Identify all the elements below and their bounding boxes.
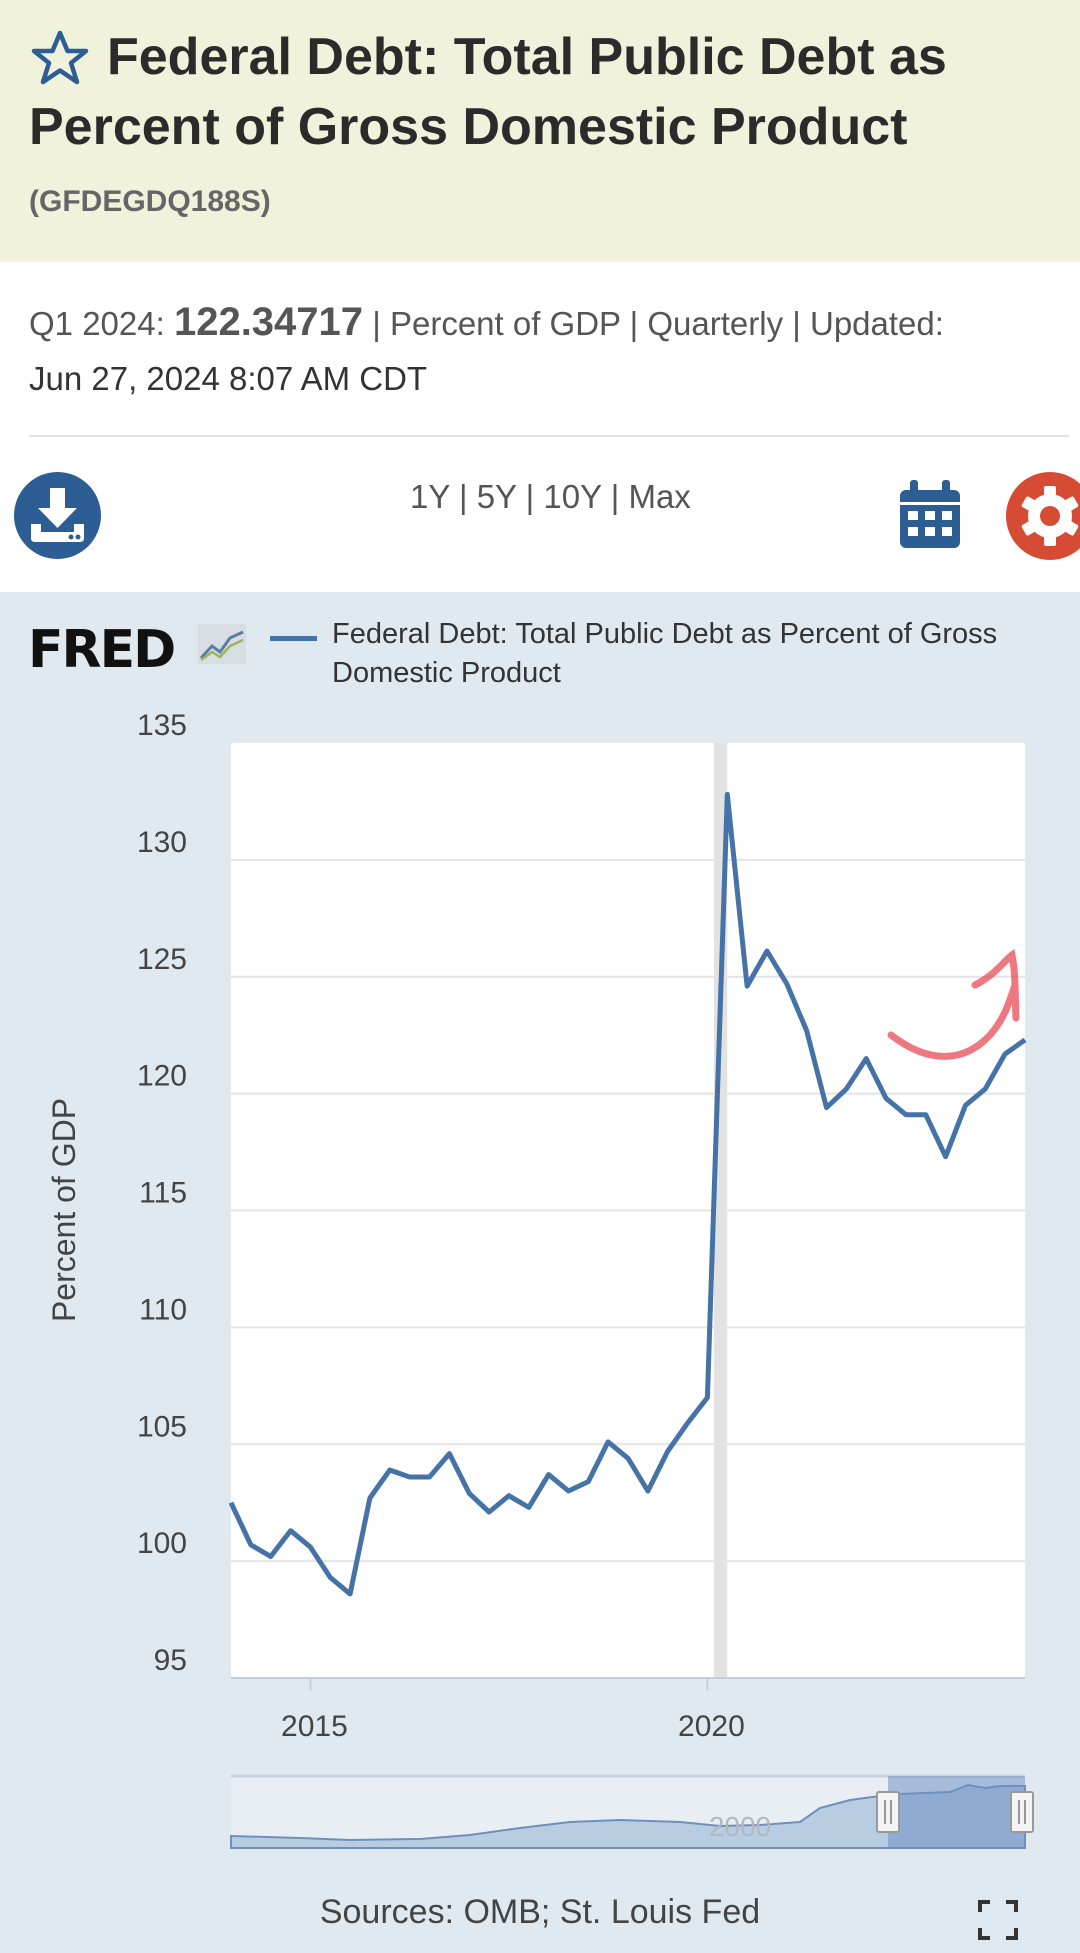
page-title: Federal Debt: Total Public Debt as Perce… [29, 28, 947, 156]
series-meta: Q1 2024: 122.34717 | Percent of GDP | Qu… [29, 295, 1059, 406]
range-10y[interactable]: 10Y [543, 478, 602, 515]
range-max[interactable]: Max [628, 478, 691, 515]
y-tick-label-110: 110 [139, 1293, 187, 1326]
gridlines [231, 858, 1025, 1679]
range-1y[interactable]: 1Y [410, 478, 450, 515]
observation-period: Q1 2024: [29, 305, 165, 342]
series-details: | Percent of GDP | Quarterly | Updated: [372, 305, 944, 342]
navigator-selection[interactable] [888, 1776, 1025, 1848]
fred-logo: FRED [28, 620, 176, 680]
y-tick-label-100: 100 [137, 1527, 187, 1560]
y-axis-label: Percent of GDP [46, 1098, 82, 1322]
legend-label: Federal Debt: Total Public Debt as Perce… [332, 618, 998, 689]
y-tick-label-130: 130 [137, 826, 187, 859]
x-tick-label-2020: 2020 [678, 1710, 745, 1743]
navigator-handle-left[interactable] [876, 1791, 900, 1833]
x-tick-label-2015: 2015 [281, 1710, 348, 1743]
settings-button[interactable] [1006, 472, 1080, 560]
calendar-icon[interactable] [898, 478, 962, 550]
star-outline-icon[interactable] [28, 30, 92, 86]
y-axis-ticks: 95 100 105 110 115 120 125 130 135 [137, 709, 187, 1677]
updated-timestamp: Jun 27, 2024 8:07 AM CDT [29, 360, 428, 397]
y-tick-label-115: 115 [139, 1177, 187, 1210]
x-axis-ticks: 2015 2020 [281, 1678, 745, 1743]
divider [29, 435, 1069, 437]
y-tick-label-105: 105 [137, 1410, 187, 1443]
y-tick-label-125: 125 [137, 943, 187, 976]
y-tick-label-120: 120 [137, 1060, 187, 1093]
navigator[interactable]: 2000 [230, 1774, 1034, 1849]
series-line [228, 791, 1027, 1597]
y-tick-label-95: 95 [154, 1644, 187, 1677]
header-banner [0, 0, 1080, 262]
observation-value: 122.34717 [173, 300, 364, 344]
legend-swatch [270, 636, 317, 641]
annotation-arrow [887, 949, 1020, 1060]
y-tick-label-135: 135 [137, 709, 187, 742]
sources-text: Sources: OMB; St. Louis Fed [319, 1893, 761, 1931]
navigator-handle-right[interactable] [1010, 1791, 1034, 1833]
range-selector: 1Y | 5Y | 10Y | Max [410, 478, 691, 515]
series-path [228, 791, 1027, 1597]
navigator-label: 2000 [709, 1811, 771, 1842]
range-5y[interactable]: 5Y [476, 478, 517, 515]
download-button[interactable] [14, 472, 101, 559]
fullscreen-icon[interactable] [978, 1900, 1018, 1940]
series-id: (GFDEGDQ188S) [29, 185, 271, 218]
gear-icon [1021, 486, 1079, 546]
fred-chart-icon [198, 624, 246, 664]
download-icon [31, 488, 84, 542]
